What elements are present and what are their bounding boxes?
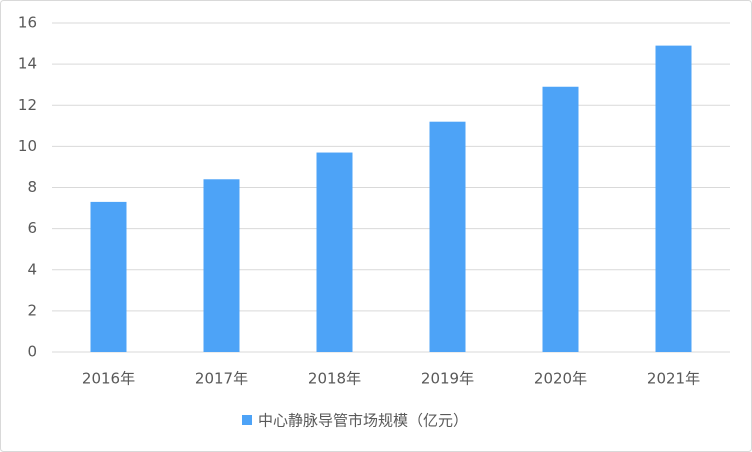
y-tick-label: 0	[27, 343, 37, 361]
bar	[542, 86, 579, 353]
x-tick-label: 2020年	[534, 370, 587, 388]
y-tick-label: 10	[18, 137, 37, 155]
y-tick-label: 6	[27, 219, 37, 237]
bar	[655, 45, 692, 353]
bar	[90, 201, 127, 352]
bar	[429, 121, 466, 352]
x-tick-label: 2017年	[195, 370, 248, 388]
x-tick-label: 2019年	[421, 370, 474, 388]
y-tick-label: 12	[18, 96, 37, 114]
y-tick-label: 8	[27, 178, 37, 196]
y-tick-label: 4	[27, 260, 37, 278]
x-tick-label: 2021年	[647, 370, 700, 388]
x-tick-label: 2016年	[82, 370, 135, 388]
bar	[316, 152, 353, 352]
legend-swatch	[242, 415, 252, 425]
legend-label: 中心静脉导管市场规模（亿元）	[258, 412, 468, 430]
y-tick-label: 16	[18, 14, 37, 32]
bar	[203, 179, 240, 352]
x-tick-label: 2018年	[308, 370, 361, 388]
y-tick-label: 14	[18, 55, 37, 73]
y-tick-label: 2	[27, 301, 37, 319]
